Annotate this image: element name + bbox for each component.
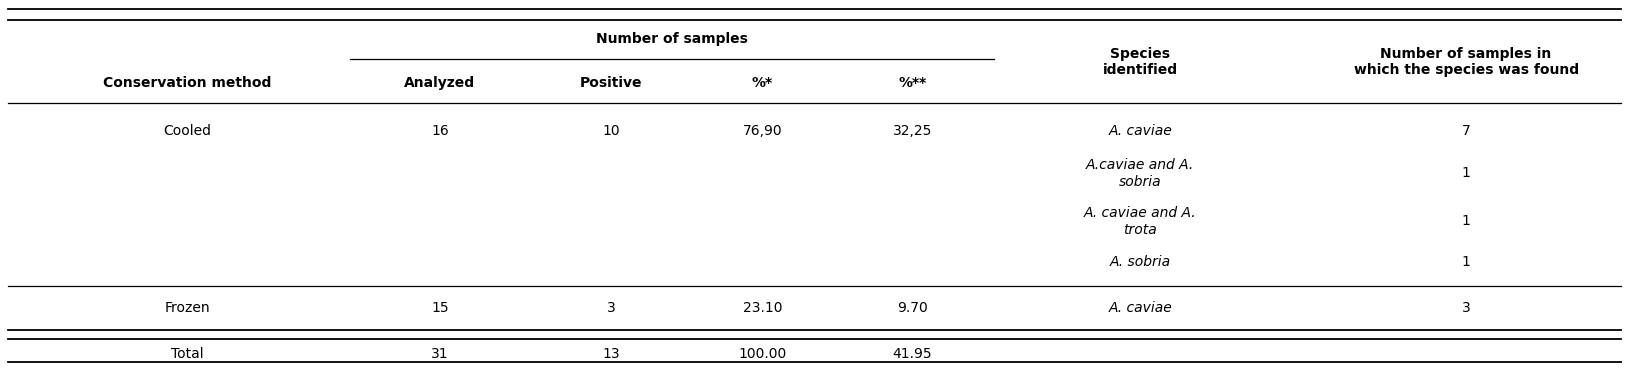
Text: Cooled: Cooled <box>163 124 212 138</box>
Text: 10: 10 <box>603 124 619 138</box>
Text: 16: 16 <box>432 124 448 138</box>
Text: Total: Total <box>171 346 204 361</box>
Text: A. caviae: A. caviae <box>1108 124 1173 138</box>
Text: Analyzed: Analyzed <box>404 76 476 90</box>
Text: 3: 3 <box>606 301 616 315</box>
Text: 7: 7 <box>1461 124 1471 138</box>
Text: Frozen: Frozen <box>165 301 210 315</box>
Text: 3: 3 <box>1461 301 1471 315</box>
Text: Species
identified: Species identified <box>1103 47 1178 77</box>
Text: Number of samples in
which the species was found: Number of samples in which the species w… <box>1354 47 1579 77</box>
Text: A. sobria: A. sobria <box>1109 255 1171 269</box>
Text: Conservation method: Conservation method <box>103 76 272 90</box>
Text: 31: 31 <box>432 346 448 361</box>
Text: 100.00: 100.00 <box>738 346 787 361</box>
Text: %*: %* <box>753 76 772 90</box>
Text: Positive: Positive <box>580 76 642 90</box>
Text: 1: 1 <box>1461 166 1471 180</box>
Text: A. caviae and A.
trota: A. caviae and A. trota <box>1083 206 1197 237</box>
Text: %**: %** <box>898 76 927 90</box>
Text: 13: 13 <box>603 346 619 361</box>
Text: 9.70: 9.70 <box>898 301 927 315</box>
Text: A.caviae and A.
sobria: A.caviae and A. sobria <box>1087 158 1194 189</box>
Text: A. caviae: A. caviae <box>1108 301 1173 315</box>
Text: 15: 15 <box>432 301 448 315</box>
Text: 1: 1 <box>1461 255 1471 269</box>
Text: 76,90: 76,90 <box>743 124 782 138</box>
Text: 1: 1 <box>1461 214 1471 228</box>
Text: 23.10: 23.10 <box>743 301 782 315</box>
Text: 32,25: 32,25 <box>893 124 932 138</box>
Text: Number of samples: Number of samples <box>596 32 748 46</box>
Text: 41.95: 41.95 <box>893 346 932 361</box>
